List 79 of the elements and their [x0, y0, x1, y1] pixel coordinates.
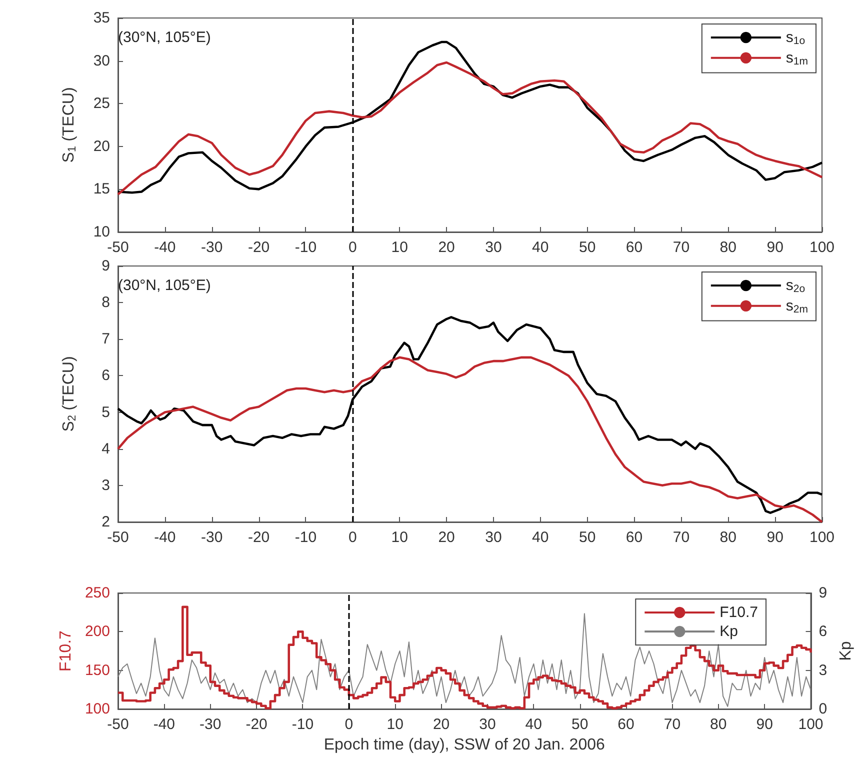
y-tick-label: 35	[93, 10, 110, 26]
x-axis-title: Epoch time (day), SSW of 20 Jan. 2006	[324, 736, 605, 754]
x-tick-label: -30	[201, 239, 223, 256]
annotation: (30°N, 105°E)	[118, 277, 211, 294]
x-tick-label: 80	[720, 529, 736, 546]
legend-label: F10.7	[720, 604, 758, 621]
x-tick-label: 40	[525, 716, 542, 733]
y-tick-label: 10	[93, 224, 110, 240]
x-tick-label: 10	[391, 529, 408, 546]
legend-label: Kp	[720, 623, 738, 640]
y-tick-label: 2	[102, 514, 110, 530]
x-tick-label: 30	[485, 239, 502, 256]
x-tick-label: 90	[766, 239, 784, 256]
y2-tick-label: 9	[818, 584, 828, 602]
x-tick-label: 10	[391, 239, 408, 256]
x-tick-label: 30	[479, 716, 496, 733]
x-tick-label: 40	[532, 529, 549, 546]
x-tick-label: 70	[672, 529, 690, 546]
y-tick-label: 9	[102, 258, 110, 274]
x-tick-label: 60	[626, 239, 643, 256]
x-tick-label: 100	[798, 716, 824, 733]
y-tick-label: 3	[102, 476, 110, 494]
y-tick-label: 25	[93, 95, 110, 112]
x-tick-label: -50	[107, 239, 129, 256]
x-tick-label: -20	[248, 529, 270, 546]
y2-axis-title: Kp	[838, 641, 854, 661]
x-tick-label: 0	[344, 716, 354, 733]
x-tick-label: 0	[348, 239, 357, 256]
x-tick-label: -40	[153, 716, 176, 733]
x-tick-label: -40	[154, 239, 176, 256]
x-tick-label: -30	[201, 529, 223, 546]
x-tick-label: 20	[432, 716, 450, 733]
x-tick-label: 60	[626, 529, 643, 546]
y-tick-label: 8	[102, 294, 110, 312]
x-tick-label: 0	[348, 529, 357, 546]
y-tick-label: 6	[102, 367, 110, 384]
x-tick-label: 20	[438, 239, 455, 256]
y2-tick-label: 6	[818, 623, 828, 640]
x-tick-label: 50	[571, 716, 588, 733]
x-tick-label: 90	[766, 529, 784, 546]
x-tick-label: 70	[672, 239, 690, 256]
x-tick-label: -50	[107, 716, 129, 733]
y-tick-label: 150	[84, 662, 110, 679]
x-tick-label: 10	[386, 716, 404, 733]
x-tick-label: 80	[710, 716, 727, 733]
y-axis-title: S1 (TECU)	[60, 87, 78, 163]
x-tick-label: 30	[485, 529, 502, 546]
x-tick-label: -10	[292, 716, 314, 733]
x-tick-label: 20	[438, 529, 455, 546]
y-axis-title: S2 (TECU)	[60, 356, 78, 432]
x-tick-label: -30	[200, 716, 222, 733]
y-tick-label: 5	[102, 404, 110, 421]
x-tick-label: 60	[618, 716, 634, 733]
x-tick-label: 80	[720, 239, 736, 256]
x-tick-label: -50	[107, 529, 129, 546]
x-tick-label: -10	[294, 529, 317, 546]
x-tick-label: -40	[154, 529, 176, 546]
x-tick-label: 100	[809, 239, 835, 256]
x-tick-label: 50	[578, 529, 596, 546]
annotation: (30°N, 105°E)	[118, 29, 211, 46]
y-tick-label: 100	[84, 700, 110, 718]
x-tick-label: 50	[578, 239, 596, 256]
y-tick-label: 20	[93, 138, 110, 155]
x-tick-label: 100	[809, 529, 835, 546]
x-tick-label: -20	[248, 239, 270, 256]
y2-tick-label: 0	[818, 700, 828, 718]
x-tick-label: -20	[246, 716, 268, 733]
y-tick-label: 15	[93, 180, 110, 198]
y2-tick-label: 3	[818, 662, 828, 679]
y-axis-title: F10.7	[58, 630, 75, 672]
y-tick-label: 250	[84, 584, 110, 602]
x-tick-label: 40	[532, 239, 549, 256]
x-tick-label: 90	[756, 716, 773, 733]
x-tick-label: -10	[294, 239, 317, 256]
y-tick-label: 4	[102, 440, 110, 458]
y-tick-label: 30	[93, 52, 110, 70]
y-tick-label: 200	[84, 623, 110, 640]
y-tick-label: 7	[102, 330, 110, 348]
x-tick-label: 70	[664, 716, 681, 733]
